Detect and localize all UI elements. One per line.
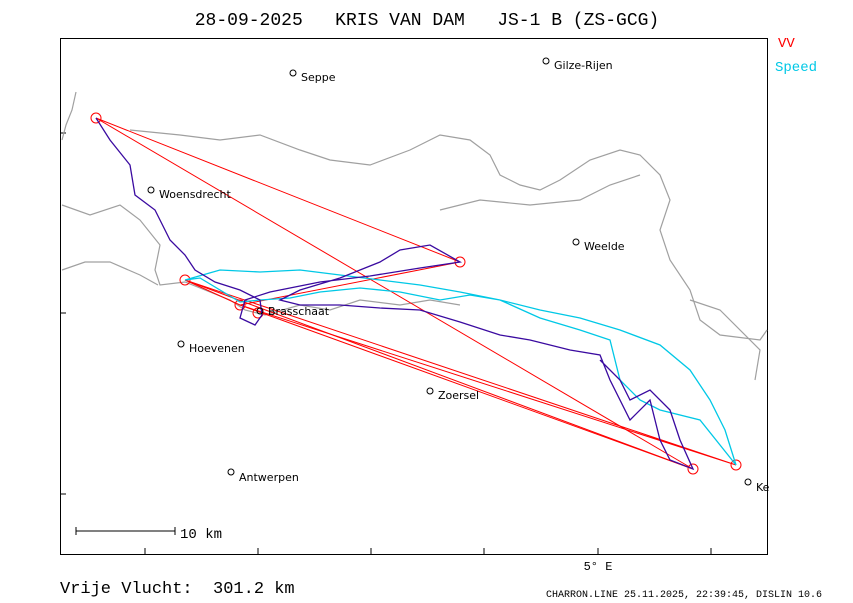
distance: Vrije Vlucht: 301.2 km [60,580,295,599]
town-label: Weelde [584,240,625,253]
town-label: Ke [756,481,770,494]
town-label: Zoersel [438,389,479,402]
town-label: Brasschaat [268,305,330,318]
turnpoints [90,112,742,475]
frame-ticks [60,132,712,554]
title: 28-09-2025 KRIS VAN DAM JS-1 B (ZS-GCG) [195,11,659,31]
task-lines [95,117,737,470]
towns: Seppe Gilze-Rijen Woensdrecht Weelde Bra… [147,57,770,494]
town-label: Hoevenen [189,342,245,355]
credits: CHARRON.LINE 25.11.2025, 22:39:45, DISLI… [546,590,822,601]
town-label: Antwerpen [239,471,299,484]
town-label: Woensdrecht [159,188,231,201]
speed-track [184,269,737,466]
map-frame [60,38,768,555]
legend-label: VV [778,36,795,52]
axis-label: 5° E [584,560,613,574]
scale-label: 10 km [180,527,222,543]
town-label: Gilze-Rijen [554,59,613,72]
flight-track [95,117,695,471]
town-label: Seppe [301,71,336,84]
legend-label: Speed [775,60,817,76]
scale-bar [75,527,176,535]
